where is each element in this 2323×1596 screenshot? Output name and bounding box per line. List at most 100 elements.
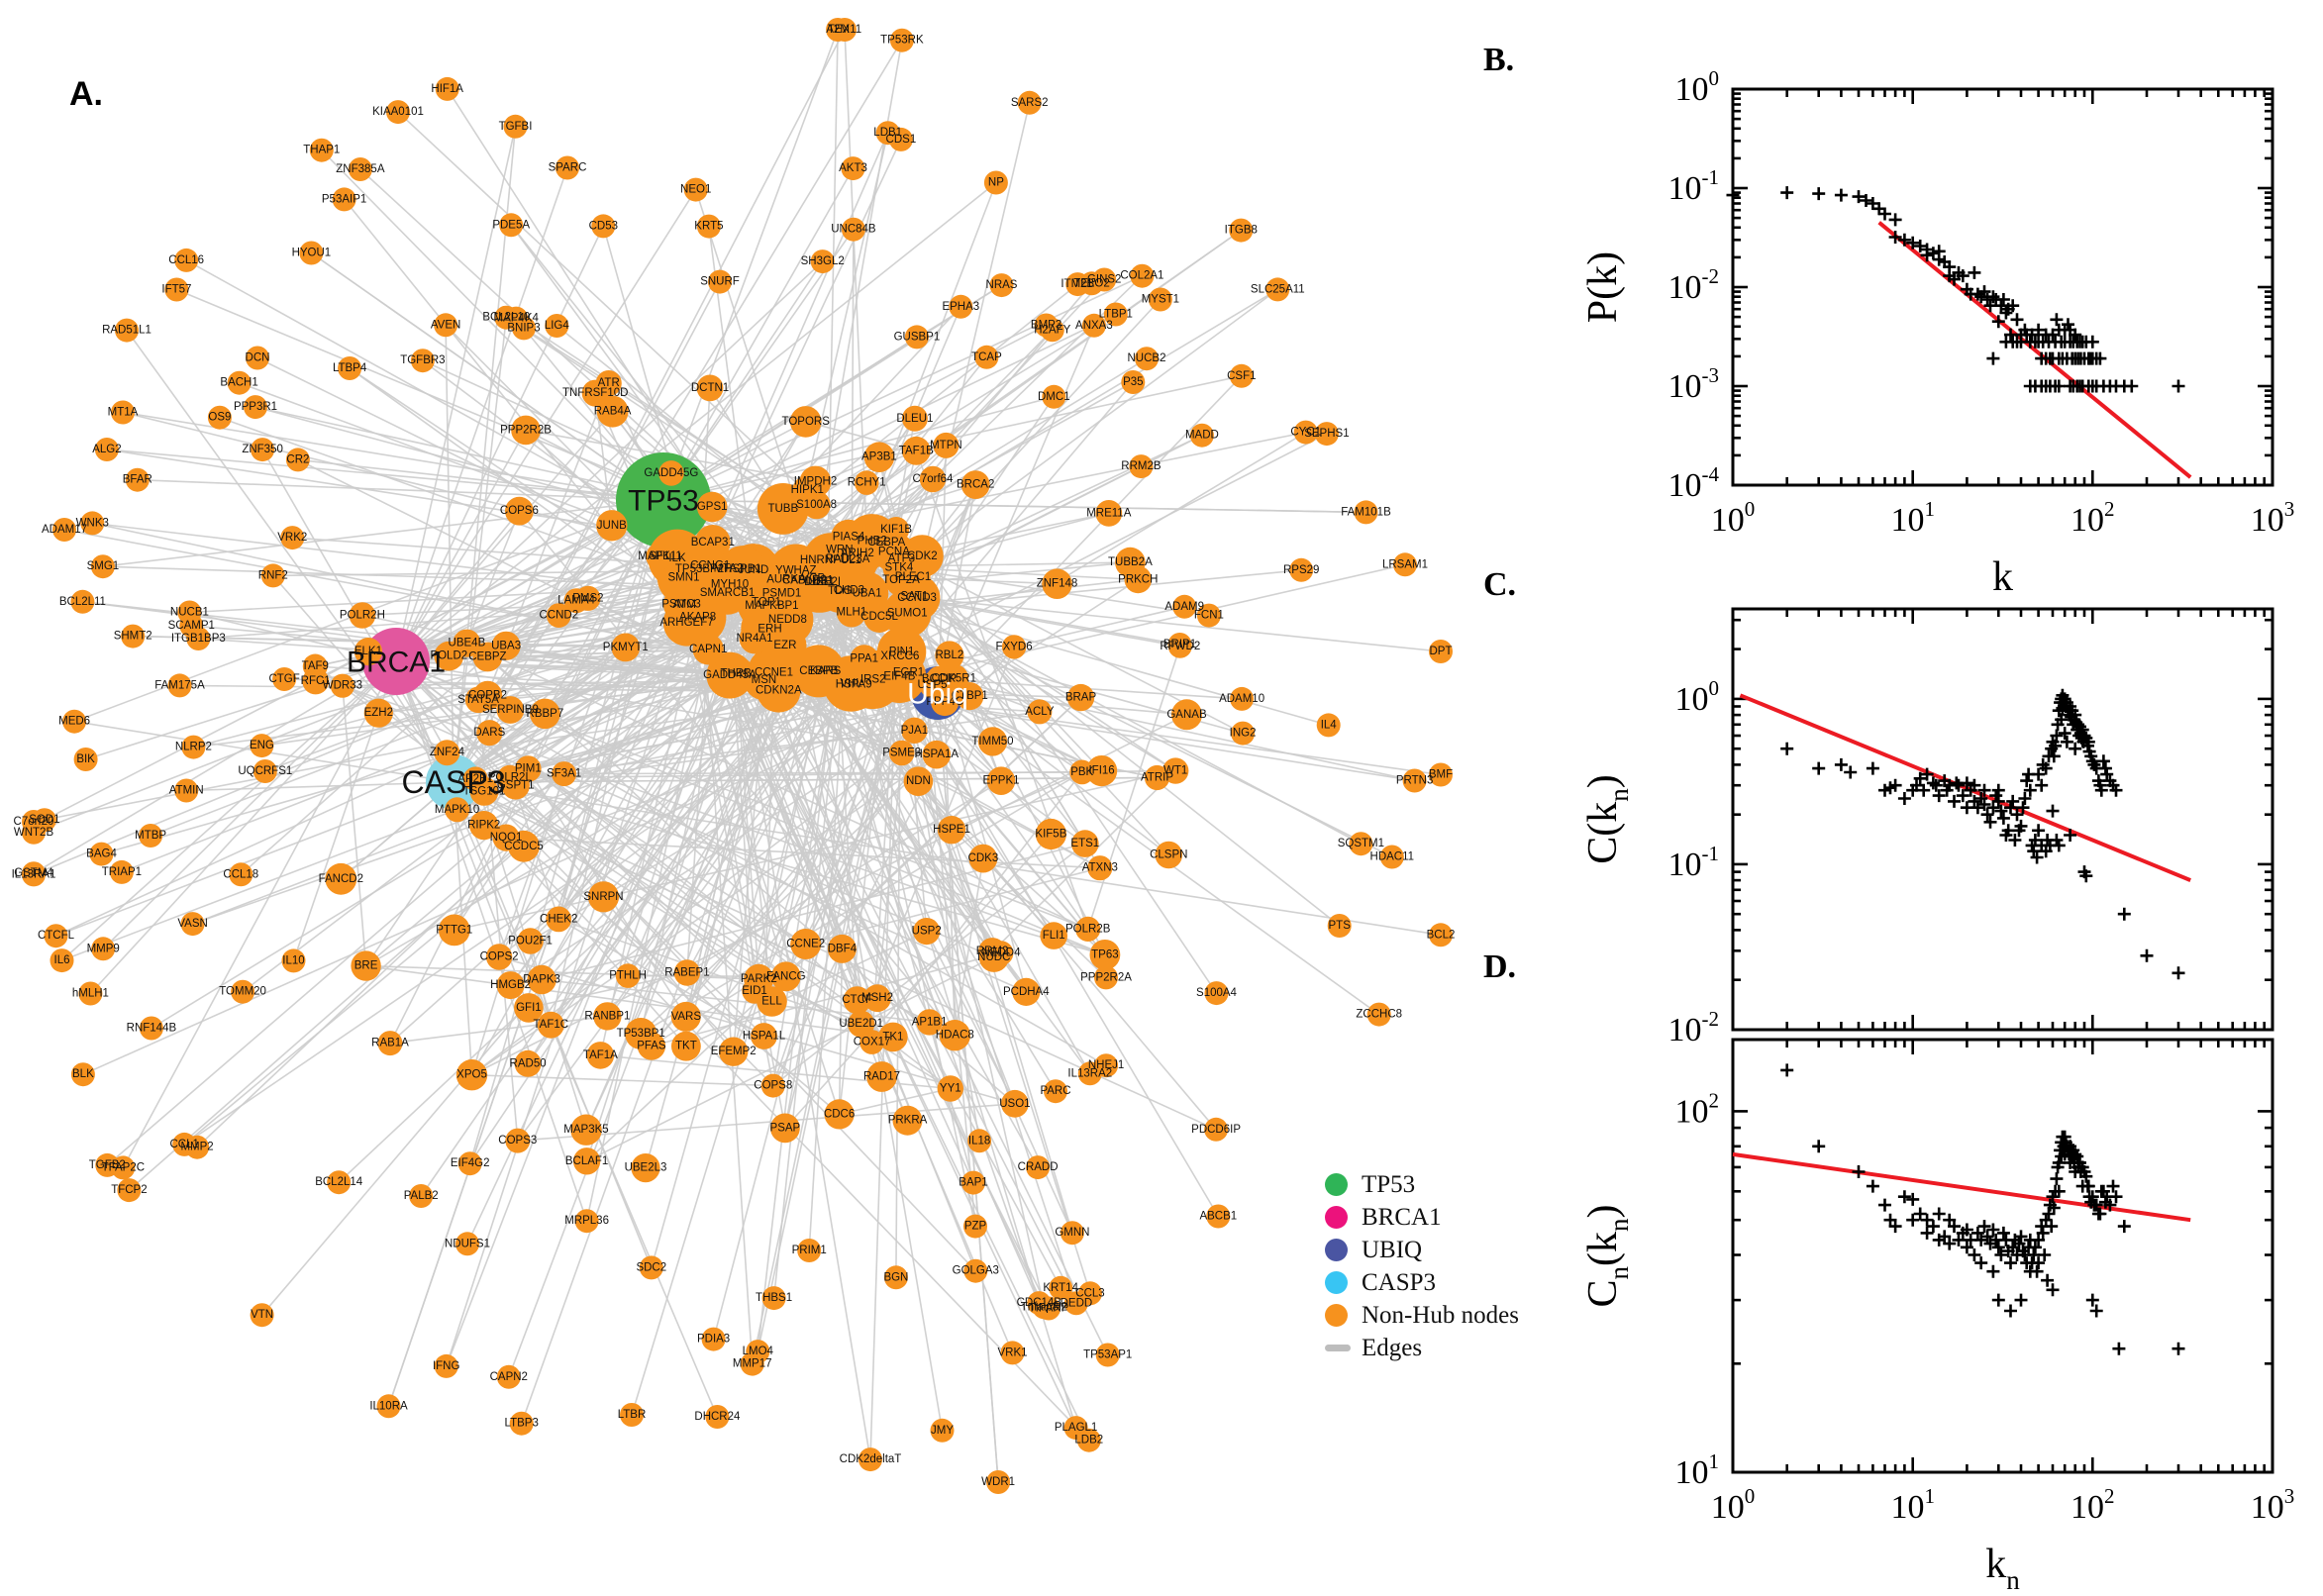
panel-a-label: A.: [69, 75, 103, 113]
scatter-point: [2106, 1179, 2120, 1193]
network-node: [462, 766, 488, 792]
scatter-point: [1974, 1256, 1988, 1270]
network-node: [50, 948, 74, 973]
network-node-label: BCLAF1: [565, 1155, 608, 1167]
network-node-label: ATRIP: [1141, 772, 1173, 784]
network-node-label: LRSAM1: [1382, 558, 1428, 570]
scatter-point: [2075, 723, 2089, 737]
network-node-label: BCCIP: [922, 673, 957, 685]
network-node-label: GUSBP1: [894, 331, 941, 343]
network-node: [1130, 263, 1155, 288]
network-node: [799, 465, 832, 498]
network-node-label: HIF1A: [431, 83, 463, 95]
network-node: [889, 28, 914, 52]
scatter-point: [1991, 1241, 2005, 1254]
scatter-point: [2103, 1198, 2117, 1212]
network-edge: [938, 445, 948, 679]
network-node: [935, 641, 964, 670]
network-node: [826, 18, 851, 42]
scatter-point: [1866, 761, 1879, 775]
scatter-point: [2140, 948, 2154, 962]
scatter-point: [1888, 778, 1902, 792]
network-node-label: TCAP: [971, 351, 1002, 363]
hub-label-brca1: BRCA1: [347, 647, 446, 679]
network-node-label: MRE11A: [1086, 507, 1131, 519]
network-node-label: MTA2: [714, 563, 744, 575]
network-node-label: BCL2: [1427, 929, 1456, 941]
scatter-point: [2035, 778, 2049, 792]
network-node: [760, 1073, 785, 1098]
scatter-point: [2010, 335, 2024, 349]
network-node-label: THAP1: [303, 145, 340, 156]
network-node: [591, 214, 616, 239]
network-edge: [818, 670, 1041, 1304]
scatter-point: [2093, 351, 2107, 365]
network-node-label: PRKRA: [888, 1115, 928, 1127]
network-node: [1094, 965, 1118, 990]
scatter-point: [1968, 265, 1981, 279]
network-node-label: POLR2L: [488, 772, 533, 784]
x-axis-title: kn: [1985, 1542, 2020, 1595]
y-axis-title: C(kn): [1580, 774, 1634, 864]
scatter-point: [1986, 1223, 2000, 1237]
network-node-label: EIF4G2: [451, 1157, 490, 1169]
network-node-label: AKT3: [839, 162, 867, 174]
legend-label: Edges: [1362, 1334, 1423, 1361]
network-node-label: BNIP3: [507, 322, 540, 334]
network-node: [1206, 1204, 1231, 1229]
network-node: [639, 1255, 663, 1280]
network-edge: [859, 647, 1015, 1025]
network-node-label: STAT5A: [457, 694, 499, 706]
network-edge: [662, 260, 824, 501]
network-node-label: OS9: [208, 412, 231, 424]
x-tick-labels: 100 101 102 103: [1711, 1484, 2295, 1526]
network-node-label: SERPINB9: [482, 704, 539, 716]
network-node-label: TNFRSF10D: [562, 387, 628, 399]
scatter-point: [2039, 761, 2053, 775]
scatter-point: [2052, 1155, 2066, 1169]
network-node-label: PDIA3: [697, 1334, 730, 1346]
y-tick-label: 100: [1675, 676, 1720, 718]
network-node-label: ATMIN: [169, 785, 204, 797]
x-tick-label: 100: [1711, 497, 1756, 539]
network-node-label: PARK2: [741, 973, 777, 985]
scatter-point: [1994, 1248, 2008, 1261]
network-edge: [365, 964, 894, 1039]
network-node-label: KIF5B: [1035, 829, 1066, 841]
network-node-label: ANXA3: [1075, 320, 1113, 332]
network-edge: [254, 406, 850, 539]
network-node-label: PALB2: [404, 1190, 439, 1202]
network-node-label: CCDC5: [504, 841, 544, 852]
network-edge: [785, 484, 976, 977]
network-node-label: ZNF24: [430, 747, 465, 758]
network-edge: [872, 606, 1185, 681]
network-node: [180, 912, 205, 937]
network-node: [797, 1239, 822, 1262]
network-node: [1071, 830, 1099, 857]
network-node: [977, 727, 1008, 756]
network-node-label: RAB4A: [594, 406, 632, 418]
network-node: [434, 740, 460, 766]
network-node: [863, 442, 895, 473]
scatter-point: [1812, 1140, 1826, 1153]
network-edge: [698, 139, 902, 570]
network-node-label: GOLGA3: [953, 1265, 999, 1277]
network-node-label: HSPE1: [933, 824, 970, 836]
network-node-label: NEO1: [680, 184, 711, 196]
scatter-point: [1943, 1237, 1957, 1250]
network-node: [44, 924, 68, 948]
scatter-point: [1913, 1207, 1927, 1221]
network-edge: [445, 569, 755, 1367]
network-node-label: EFEMP2: [711, 1046, 757, 1057]
network-node: [937, 1075, 963, 1102]
network-node-label: LIG4: [545, 320, 570, 332]
network-node-label: SNURF: [700, 276, 740, 288]
network-node-label: NUDC: [977, 951, 1010, 963]
scatter-point: [2094, 783, 2108, 797]
network-node: [1081, 313, 1106, 338]
network-node: [512, 316, 536, 341]
network-node-label: HDAC8: [936, 1030, 974, 1042]
network-node: [770, 1113, 800, 1144]
scatter-point: [2030, 1264, 2044, 1278]
network-node-label: IRS2: [860, 673, 886, 685]
